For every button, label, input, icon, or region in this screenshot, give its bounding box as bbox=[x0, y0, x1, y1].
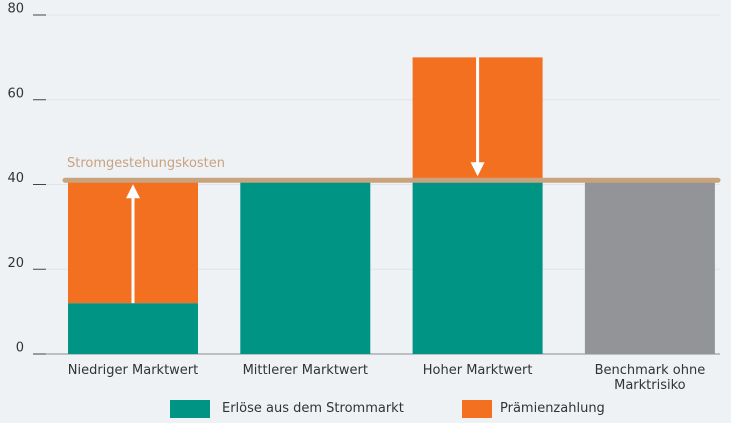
y-tick-label: 40 bbox=[7, 171, 24, 186]
legend-label: Prämienzahlung bbox=[500, 401, 605, 416]
x-tick-label: Niedriger Marktwert bbox=[67, 363, 199, 378]
bar-segment bbox=[68, 303, 198, 354]
bar-segment bbox=[584, 180, 715, 354]
legend-swatch bbox=[170, 400, 210, 418]
bar-segment bbox=[412, 180, 543, 354]
y-tick-label: 0 bbox=[16, 341, 24, 356]
bar-segment bbox=[240, 180, 371, 354]
x-tick-label: Hoher Marktwert bbox=[422, 363, 533, 378]
y-tick-label: 20 bbox=[7, 256, 24, 271]
x-tick-label: Mittlerer Marktwert bbox=[242, 363, 368, 378]
arrow-head bbox=[470, 162, 485, 177]
arrow-head bbox=[126, 184, 140, 199]
y-tick-label: 60 bbox=[7, 86, 24, 101]
reference-label: Stromgestehungskosten bbox=[67, 156, 225, 171]
legend-label: Erlöse aus dem Strommarkt bbox=[222, 401, 404, 416]
x-tick-label: Benchmark ohne Marktrisiko bbox=[594, 363, 706, 393]
y-tick-label: 80 bbox=[7, 2, 24, 17]
legend-swatch bbox=[462, 400, 492, 418]
